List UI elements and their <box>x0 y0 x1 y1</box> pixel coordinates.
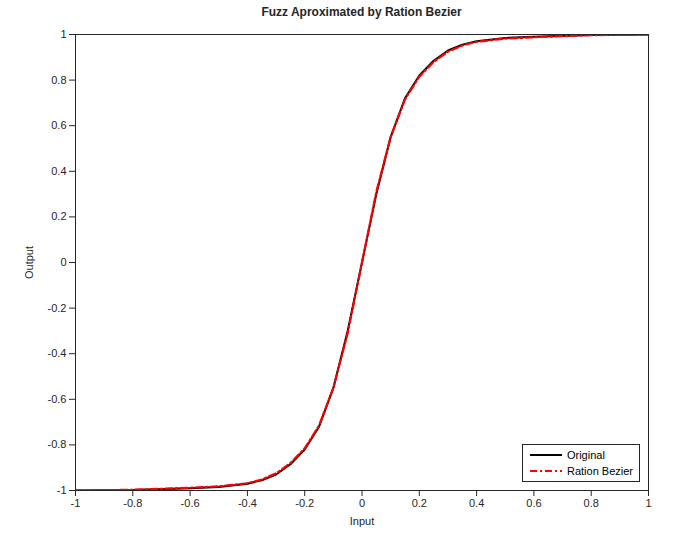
html-text:Ration Bezier: Ration Bezier <box>567 465 633 477</box>
svg-text:0.6: 0.6 <box>51 119 66 131</box>
svg-text:0: 0 <box>60 256 66 268</box>
html-text:Original: Original <box>567 449 605 461</box>
svg-text:-0.8: -0.8 <box>48 438 67 450</box>
svg-text:-0.8: -0.8 <box>123 497 142 509</box>
svg-text:-0.2: -0.2 <box>295 497 314 509</box>
svg-text:-0.4: -0.4 <box>48 347 67 359</box>
svg-text:0.8: 0.8 <box>584 497 599 509</box>
svg-text:1: 1 <box>60 28 66 40</box>
svg-text:Input: Input <box>350 515 374 527</box>
svg-text:1: 1 <box>645 497 651 509</box>
svg-text:Output: Output <box>23 246 35 279</box>
svg-text:-0.6: -0.6 <box>181 497 200 509</box>
svg-text:-1: -1 <box>71 497 81 509</box>
svg-text:0.8: 0.8 <box>51 74 66 86</box>
svg-text:0: 0 <box>359 497 365 509</box>
svg-text:0.2: 0.2 <box>51 210 66 222</box>
html-text:Fuzz Aproximated by Ration Bez: Fuzz Aproximated by Ration Bezier <box>261 5 462 19</box>
svg-text:0.4: 0.4 <box>51 165 66 177</box>
svg-text:-1: -1 <box>57 484 67 496</box>
svg-text:-0.6: -0.6 <box>48 393 67 405</box>
svg-text:-0.2: -0.2 <box>48 302 67 314</box>
svg-text:0.6: 0.6 <box>526 497 541 509</box>
svg-text:-0.4: -0.4 <box>238 497 257 509</box>
svg-text:0.4: 0.4 <box>469 497 484 509</box>
svg-text:0.2: 0.2 <box>412 497 427 509</box>
